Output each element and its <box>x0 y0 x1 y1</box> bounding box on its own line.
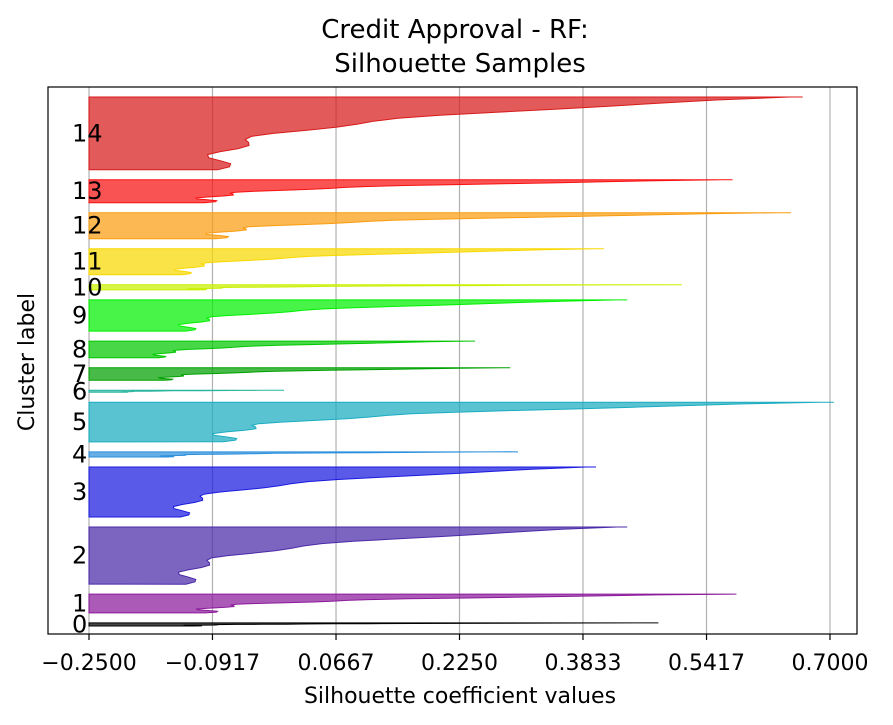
cluster-label-8: 8 <box>72 335 87 363</box>
silhouette-band-5 <box>88 401 834 443</box>
x-gridlines <box>88 87 831 634</box>
x-tick-label: −0.0917 <box>165 651 260 676</box>
silhouette-bands <box>88 96 834 627</box>
cluster-label-5: 5 <box>72 408 87 436</box>
cluster-label-4: 4 <box>72 440 87 468</box>
x-axis-label: Silhouette coefficient values <box>304 684 616 709</box>
plot-frame <box>47 86 858 635</box>
cluster-label-0: 0 <box>72 610 87 638</box>
x-axis-ticks: −0.2500 −0.0917 0.0667 0.2250 0.3833 0.5417 0.… <box>41 634 868 676</box>
chart-title-line2: Silhouette Samples <box>334 49 586 79</box>
silhouette-band-8 <box>88 340 476 359</box>
silhouette-band-6 <box>88 389 285 393</box>
silhouette-band-4 <box>88 451 519 458</box>
silhouette-band-1 <box>88 593 737 614</box>
x-tick-label: 0.5417 <box>668 651 745 676</box>
chart-title-line1: Credit Approval - RF: <box>321 15 589 45</box>
x-tick-label: 0.3833 <box>544 651 621 676</box>
silhouette-band-3 <box>88 466 597 518</box>
cluster-label-12: 12 <box>72 212 103 240</box>
silhouette-band-9 <box>88 299 628 332</box>
silhouette-band-0 <box>88 622 659 627</box>
cluster-label-9: 9 <box>72 301 87 329</box>
cluster-label-14: 14 <box>72 119 103 147</box>
cluster-label-11: 11 <box>72 248 103 276</box>
x-tick-label: −0.2500 <box>41 651 136 676</box>
y-axis-label: Cluster label <box>15 293 40 431</box>
silhouette-band-7 <box>88 367 511 381</box>
x-tick-label: 0.7000 <box>792 651 869 676</box>
silhouette-band-13 <box>88 179 733 204</box>
cluster-label-6: 6 <box>72 377 87 405</box>
silhouette-band-10 <box>88 284 682 291</box>
silhouette-band-14 <box>88 96 803 171</box>
cluster-label-2: 2 <box>72 542 87 570</box>
silhouette-band-11 <box>88 248 604 276</box>
x-tick-label: 0.0667 <box>298 651 375 676</box>
cluster-label-10: 10 <box>72 273 103 301</box>
silhouette-band-12 <box>88 212 792 240</box>
cluster-label-13: 13 <box>72 177 103 205</box>
silhouette-band-2 <box>88 526 628 585</box>
x-tick-label: 0.2250 <box>421 651 498 676</box>
cluster-label-3: 3 <box>72 478 87 506</box>
cluster-label-1: 1 <box>72 590 87 618</box>
cluster-label-7: 7 <box>72 360 87 388</box>
